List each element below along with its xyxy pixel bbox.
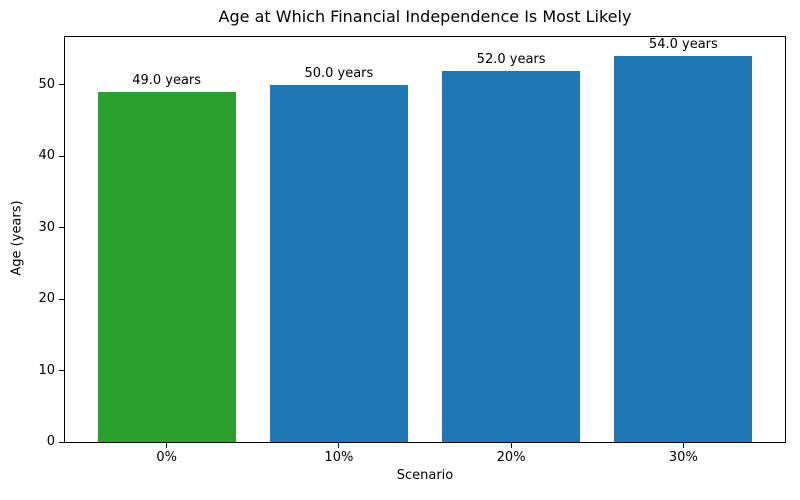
bar-10% xyxy=(269,84,408,442)
y-tick-label: 0 xyxy=(46,434,55,449)
bar-value-label: 50.0 years xyxy=(304,65,374,81)
y-tick-mark xyxy=(59,84,64,86)
x-tick-label: 30% xyxy=(668,450,698,465)
y-tick-label: 30 xyxy=(38,219,55,235)
y-tick-mark xyxy=(59,155,64,157)
x-tick-label: 0% xyxy=(156,450,177,465)
x-axis-label: Scenario xyxy=(396,468,454,483)
bar-value-label: 54.0 years xyxy=(648,37,718,53)
chart-title: Age at Which Financial Independence Is M… xyxy=(218,7,632,26)
bar-30% xyxy=(614,56,753,442)
bar-20% xyxy=(442,70,581,442)
y-tick-mark xyxy=(59,227,64,229)
y-tick-label: 10 xyxy=(38,362,55,378)
y-tick-mark xyxy=(59,370,64,372)
x-tick-mark xyxy=(510,443,512,448)
x-tick-mark xyxy=(166,443,168,448)
bar-0% xyxy=(97,92,236,442)
y-tick-mark xyxy=(59,298,64,300)
bar-value-label: 49.0 years xyxy=(132,73,202,88)
y-tick-label: 50 xyxy=(38,76,55,92)
plot-area: 0 10 20 30 40 50 49.0 years 0% 50.0 years 10% 52.0… xyxy=(38,36,786,465)
x-tick-label: 10% xyxy=(324,450,354,465)
x-tick-mark xyxy=(338,443,340,448)
x-tick-label: 20% xyxy=(496,450,526,465)
y-tick-mark xyxy=(59,441,64,443)
y-axis-label: Age (years) xyxy=(9,200,25,276)
x-tick-mark xyxy=(682,443,684,448)
bar-value-label: 52.0 years xyxy=(476,51,546,67)
y-tick-label: 20 xyxy=(38,291,55,307)
y-tick-label: 40 xyxy=(38,148,55,164)
